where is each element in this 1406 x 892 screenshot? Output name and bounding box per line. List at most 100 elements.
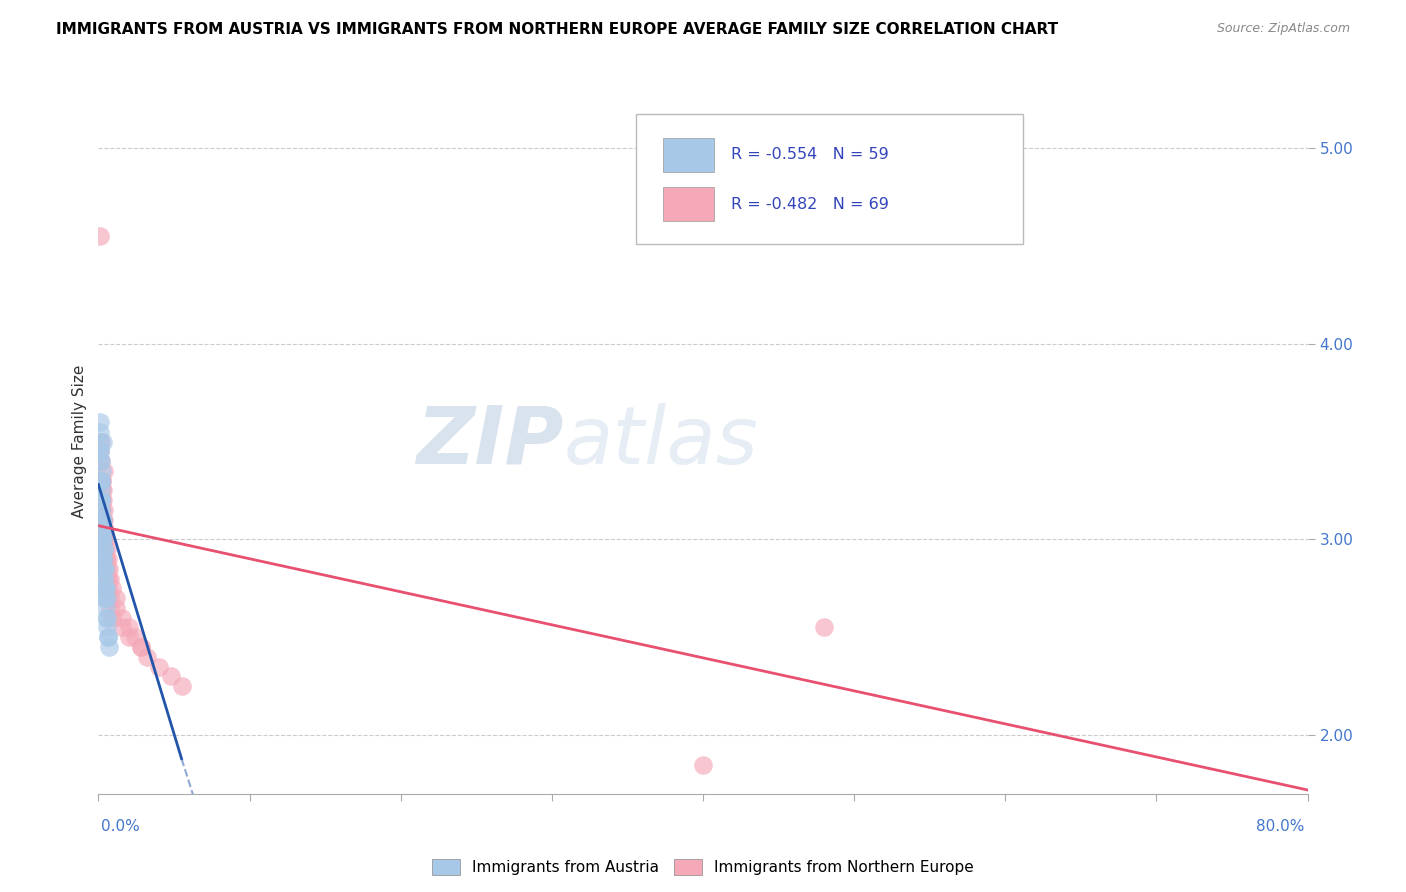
Point [101, 582, 124, 596]
Point [91, 523, 114, 537]
Point [94, 582, 117, 596]
Point [93, 562, 115, 576]
Point [90, 533, 112, 547]
Point [148, 659, 170, 673]
Point [90, 493, 112, 508]
Point [90, 513, 112, 527]
Point [98, 591, 121, 606]
Point [91, 533, 114, 547]
Point [97, 582, 120, 596]
Point [90, 533, 112, 547]
Point [93, 572, 115, 586]
Point [91, 552, 114, 566]
Point [89, 444, 111, 458]
Point [90, 493, 112, 508]
Point [90, 454, 112, 468]
Point [94, 610, 117, 624]
Point [90, 503, 112, 517]
Point [90, 513, 112, 527]
Point [98, 572, 121, 586]
Point [91, 552, 114, 566]
Text: IMMIGRANTS FROM AUSTRIA VS IMMIGRANTS FROM NORTHERN EUROPE AVERAGE FAMILY SIZE C: IMMIGRANTS FROM AUSTRIA VS IMMIGRANTS FR… [56, 22, 1059, 37]
Point [94, 582, 117, 596]
Text: 0.0%: 0.0% [101, 820, 141, 834]
Point [96, 610, 118, 624]
Point [90, 533, 112, 547]
Point [96, 562, 118, 576]
Point [96, 542, 118, 557]
Point [90, 533, 112, 547]
FancyBboxPatch shape [664, 138, 714, 171]
Point [98, 562, 121, 576]
Point [94, 533, 117, 547]
FancyBboxPatch shape [637, 114, 1024, 244]
Point [90, 513, 112, 527]
Point [96, 572, 118, 586]
Point [94, 542, 117, 557]
Point [98, 601, 121, 615]
Point [91, 533, 114, 547]
Text: Source: ZipAtlas.com: Source: ZipAtlas.com [1216, 22, 1350, 36]
Y-axis label: Average Family Size: Average Family Size [72, 365, 87, 518]
Point [104, 591, 127, 606]
Point [813, 620, 835, 634]
Point [90, 434, 112, 449]
Point [90, 464, 112, 478]
Point [93, 562, 115, 576]
Point [89, 493, 111, 508]
Point [129, 640, 152, 654]
Point [91, 513, 114, 527]
Point [93, 572, 115, 586]
Point [124, 630, 146, 644]
Point [89, 434, 111, 449]
Point [91, 483, 114, 498]
Point [91, 523, 114, 537]
Point [94, 591, 117, 606]
Point [90, 474, 112, 488]
Point [93, 523, 115, 537]
Point [97, 572, 120, 586]
Point [96, 591, 118, 606]
Point [90, 533, 112, 547]
Text: R = -0.482   N = 69: R = -0.482 N = 69 [731, 196, 889, 211]
Point [91, 533, 114, 547]
Point [93, 582, 115, 596]
Point [91, 474, 114, 488]
Point [118, 630, 141, 644]
Point [97, 552, 120, 566]
Text: R = -0.554   N = 59: R = -0.554 N = 59 [731, 147, 889, 162]
Point [93, 591, 115, 606]
Point [91, 493, 114, 508]
Point [89, 425, 111, 439]
Point [89, 444, 111, 458]
Point [91, 434, 114, 449]
Point [91, 542, 114, 557]
Point [160, 669, 183, 683]
Point [90, 523, 112, 537]
Point [89, 454, 111, 468]
Point [97, 630, 120, 644]
Point [90, 503, 112, 517]
Point [692, 757, 714, 772]
Point [89, 474, 111, 488]
Point [96, 552, 118, 566]
Point [91, 552, 114, 566]
Point [93, 542, 115, 557]
Point [96, 601, 118, 615]
Point [90, 474, 112, 488]
Point [94, 562, 117, 576]
Point [97, 630, 120, 644]
Point [90, 493, 112, 508]
FancyBboxPatch shape [664, 187, 714, 221]
Point [94, 582, 117, 596]
Point [129, 640, 152, 654]
Point [91, 562, 114, 576]
Point [90, 542, 112, 557]
Legend: Immigrants from Austria, Immigrants from Northern Europe: Immigrants from Austria, Immigrants from… [426, 853, 980, 881]
Point [93, 513, 115, 527]
Point [91, 523, 114, 537]
Point [118, 620, 141, 634]
Point [94, 523, 117, 537]
Point [91, 562, 114, 576]
Point [89, 229, 111, 244]
